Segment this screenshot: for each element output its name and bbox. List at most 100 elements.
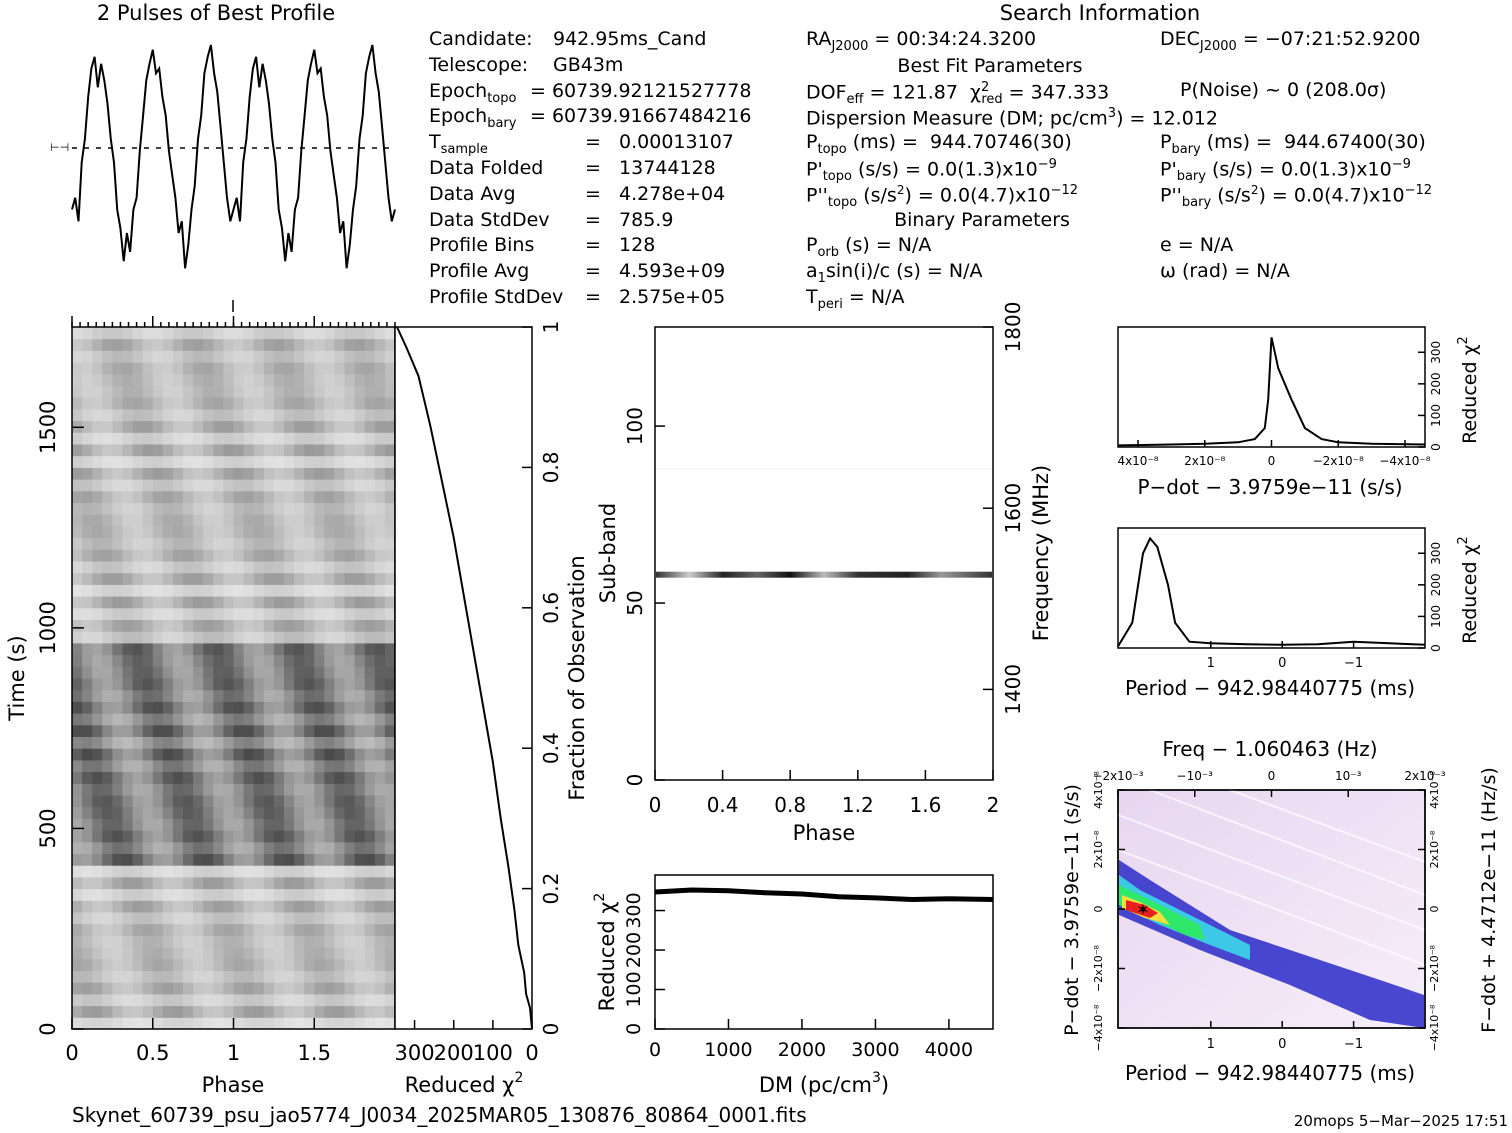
chi2-period-line	[1117, 536, 1426, 647]
chi2-dm-xtick: 3000	[851, 1039, 899, 1061]
subband-y2label: Frequency (MHz)	[1029, 465, 1053, 641]
chi2-dm-xtick: 2000	[778, 1039, 826, 1061]
asini-value: a1sin(i)/c (s) = N/A	[806, 260, 983, 286]
chi2-dm-ylabel: Reduced χ2	[592, 893, 619, 1012]
chi2-pdot-line	[1117, 337, 1426, 447]
subband-xtick: 0.4	[707, 793, 739, 817]
footer-filename: Skynet_60739_psu_jao5774_J0034_2025MAR05…	[72, 1103, 807, 1127]
chi2-dm-ytick: 100	[623, 971, 645, 1007]
p-pdot-ytick: −2x10⁻⁸	[1092, 944, 1105, 992]
e-value: e = N/A	[1160, 234, 1234, 256]
chi2-period-xtick: 1	[1207, 656, 1215, 671]
chi2-period-ytick: 200	[1429, 573, 1443, 596]
p-pdot-x2tick: 0	[1268, 769, 1276, 783]
pddbary-value: P''bary (s/s2) = 0.0(4.7)x10−12	[1160, 183, 1432, 211]
p-pdot-y2tick: −2x10⁻⁸	[1428, 944, 1441, 992]
chi2-time-ytick: 0	[539, 1023, 563, 1036]
info-value: = 60739.91667484216	[530, 105, 752, 128]
chi2-time-xtick: 300	[395, 1041, 435, 1065]
subband-xtick: 1.2	[842, 793, 874, 817]
chi2-dm-xtick: 4000	[925, 1039, 973, 1061]
subband-xtick: 1.6	[909, 793, 941, 817]
info-value: 942.95ms_Cand	[553, 28, 707, 50]
info-label: Telescope:	[429, 53, 529, 76]
pbary-value: Pbary (ms) = 944.67400(30)	[1160, 131, 1426, 157]
p-pdot-y2tick: 0	[1428, 906, 1441, 913]
chi2-pdot-xlabel: P−dot − 3.9759e−11 (s/s)	[1137, 475, 1402, 499]
p-pdot-ytick: 0	[1092, 906, 1105, 913]
search-info-title: Search Information	[1000, 1, 1200, 25]
time-phase-ytick: 500	[36, 808, 60, 848]
subband-xtick: 0	[649, 793, 662, 817]
p-pdot-ytick: 2x10⁻⁸	[1092, 830, 1105, 868]
subband-ytick: 50	[623, 590, 647, 615]
info-label: Data Avg	[429, 182, 516, 205]
chi2-pdot-xtick: −2x10⁻⁸	[1313, 454, 1364, 468]
chi2-pdot-ytick: 200	[1429, 372, 1443, 395]
p-pdot-xtick: −1	[1344, 1037, 1363, 1052]
p-pdot-x2tick: −2x10⁻³	[1092, 769, 1143, 783]
p-pdot-x2tick: 10⁻³	[1335, 769, 1362, 783]
info-label: Profile Avg	[429, 260, 530, 283]
omega-value: ω (rad) = N/A	[1160, 260, 1290, 282]
chi2-pdot-ytick: 0	[1429, 443, 1443, 451]
subband-ytick: 0	[623, 774, 647, 787]
chi2-period-panel	[1117, 527, 1426, 649]
p-pdot-xtick: 1	[1207, 1037, 1215, 1052]
p-pdot-panel: ✶	[1117, 789, 1426, 1029]
subband-xtick: 0.8	[774, 793, 806, 817]
chi2-period-xlabel: Period − 942.98440775 (ms)	[1125, 676, 1415, 700]
best-fit-title: Best Fit Parameters	[897, 55, 1082, 77]
time-phase-ytick: 1000	[36, 601, 60, 654]
chi2-pdot-xtick: −4x10⁻⁸	[1379, 454, 1430, 468]
chi2-dm-panel	[654, 874, 994, 1030]
chi2-time-ytick: 0.6	[539, 592, 563, 624]
chi2-dm-ytick: 200	[623, 932, 645, 968]
info-value: = 0.00013107	[585, 131, 734, 154]
chi2-dm-axes: 0 1000 2000 3000 4000 0 100 200 300	[623, 892, 973, 1061]
subband-y2tick: 1800	[1001, 302, 1025, 353]
info-label: Profile Bins	[429, 234, 535, 257]
p-pdot-axes: 1 0 −1 −2x10⁻³ −10⁻³ 0 10⁻³ 2x10⁻³ 4x10⁻⁸ 2x10⁻⁸ 0…	[1092, 769, 1446, 1052]
info-label: Epochtopo	[429, 79, 517, 106]
p-pdot-x2tick: −10⁻³	[1177, 769, 1214, 783]
pdtopo-value: P'topo (s/s) = 0.0(1.3)x10−9	[806, 157, 1057, 185]
chi2-time-xtick: 100	[473, 1041, 513, 1065]
chi2-period-ytick: 0	[1429, 644, 1443, 652]
info-label: Tsample	[429, 131, 488, 157]
time-phase-xtick: 0.5	[136, 1041, 169, 1065]
p-pdot-peak-marker: ✶	[1136, 900, 1149, 919]
chi2-time-ytick: 0.8	[539, 451, 563, 483]
subband-y2tick: 1400	[1001, 664, 1025, 715]
p-pdot-y2tick: 2x10⁻⁸	[1428, 830, 1441, 868]
ptopo-value: Ptopo (ms) = 944.70746(30)	[806, 131, 1072, 157]
chi2-pdot-panel	[1117, 326, 1426, 448]
footer-stamp: 20mops 5−Mar−2025 17:51	[1294, 1112, 1508, 1130]
chi2-time-ytick: 0.2	[539, 873, 563, 905]
subband-phase-panel	[654, 326, 994, 781]
info-label: Data Folded	[429, 157, 544, 179]
subband-xtick: 2	[987, 793, 1000, 817]
info-label: Candidate:	[429, 28, 533, 50]
p-pdot-ylabel: P−dot − 3.9759e−11 (s/s)	[1061, 784, 1083, 1036]
p-pdot-ytick: −4x10⁻⁸	[1092, 1004, 1105, 1052]
chi2-pdot-ytick: 100	[1429, 404, 1443, 427]
chi2-time-ytick: 1	[539, 321, 563, 334]
info-label: Data StdDev	[429, 208, 550, 231]
time-phase-axes: 0 0.5 1 1.5 0 500 1000 1500	[36, 300, 396, 1065]
p-pdot-ytick: 4x10⁻⁸	[1092, 771, 1105, 809]
profile-panel: ⊢⊣	[50, 44, 396, 269]
time-phase-ylabel: Time (s)	[5, 635, 29, 721]
time-phase-ytick: 0	[36, 1022, 60, 1035]
binary-params-title: Binary Parameters	[894, 209, 1070, 231]
info-value: = 2.575e+05	[585, 286, 726, 308]
p-pdot-x2tick: 2x10⁻³	[1404, 769, 1445, 783]
chi2-pdot-ytick: 300	[1429, 341, 1443, 364]
chi2-period-xtick: −1	[1344, 656, 1363, 671]
chi2-period-axes: 1 0 −1 0 100 200 300	[1207, 542, 1443, 671]
chi2-pdot-xtick: 0	[1268, 454, 1276, 468]
chi2-dm-xlabel: DM (pc/cm3)	[759, 1070, 889, 1097]
info-value: = 4.593e+09	[585, 260, 726, 283]
subband-axes: 0 0.4 0.8 1.2 1.6 2 0 50 100 1400 1600 1800	[623, 302, 1025, 817]
